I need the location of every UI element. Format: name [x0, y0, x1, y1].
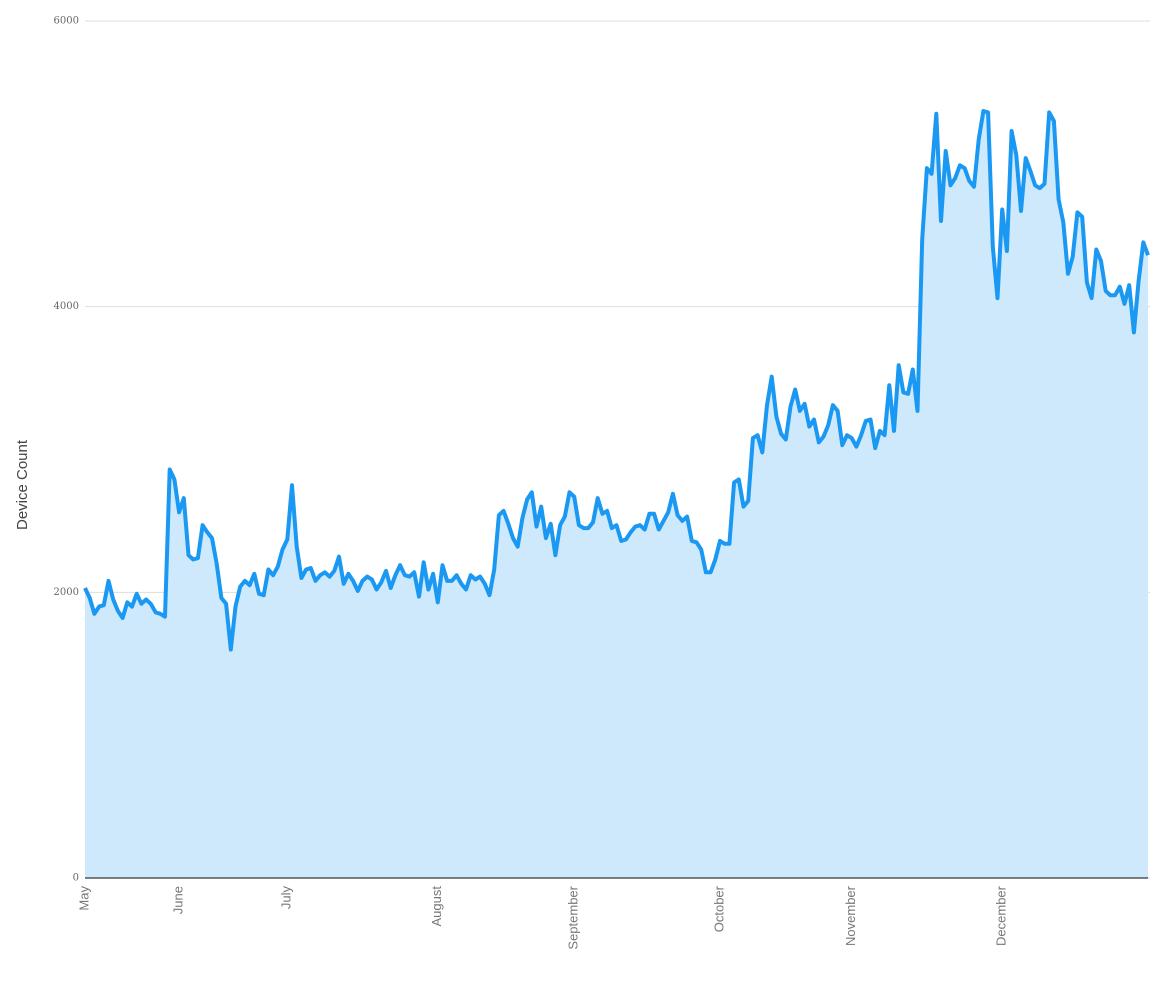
- x-tick-label: July: [279, 886, 294, 910]
- y-tick-label: 4000: [54, 301, 79, 312]
- area-fill: [85, 111, 1148, 878]
- line: [83, 109, 1150, 652]
- x-tick-label: September: [566, 885, 581, 949]
- x-tick-label: August: [429, 886, 444, 927]
- y-tick-label: 6000: [54, 16, 79, 27]
- x-tick-label: June: [171, 886, 186, 914]
- y-tick-label: 0: [73, 873, 79, 884]
- x-tick-label: November: [843, 885, 858, 946]
- y-axis-title: Device Count: [14, 439, 31, 530]
- x-tick-label: May: [76, 886, 91, 911]
- y-tick-label: 2000: [54, 587, 79, 598]
- x-tick-label: December: [994, 885, 1009, 946]
- x-tick-label: October: [711, 885, 726, 932]
